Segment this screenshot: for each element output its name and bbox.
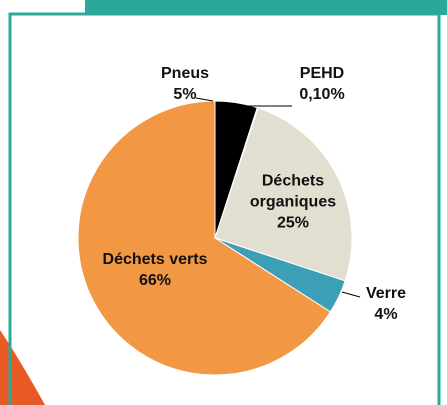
leader-line [195,97,214,102]
category-label: Déchets verts [102,251,208,268]
banner [85,0,447,15]
leader-line [341,291,361,298]
slice-label: Pneus 5% [161,63,209,105]
category-label: Déchets organiques [249,172,337,211]
pie-slice [77,100,332,376]
pie-slice [214,107,353,282]
slice-label: Déchets verts 66% [103,249,208,291]
category-label: Verre [365,285,407,302]
slice-label: Déchets organiques 25% [243,171,343,234]
value-label: 0,10% [299,86,345,103]
value-label: 4% [374,306,398,323]
value-label: 5% [173,86,197,103]
slice-label: Verre 4% [366,283,406,325]
decor-swoosh [0,330,45,405]
category-label: Pneus [160,65,210,82]
value-label: 66% [138,272,172,289]
slice-label: PEHD 0,10% [299,63,344,105]
category-label: PEHD [299,65,345,82]
value-label: 25% [276,214,310,232]
